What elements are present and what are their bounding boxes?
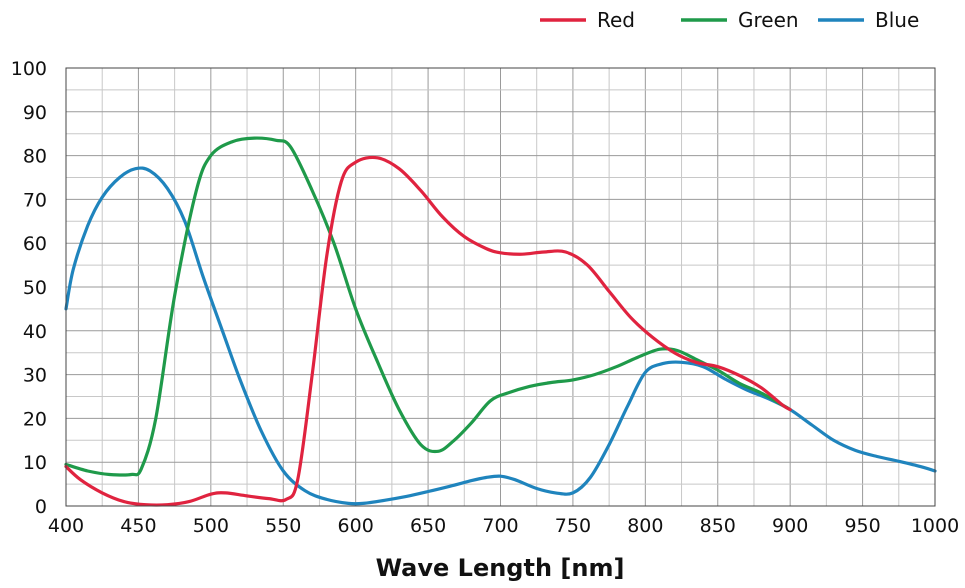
y-tick-label: 60 (23, 233, 47, 255)
x-tick-label: 900 (772, 515, 808, 537)
legend-label-blue: Blue (875, 8, 919, 32)
y-tick-label: 0 (35, 496, 47, 518)
legend-label-green: Green (738, 8, 799, 32)
x-tick-label: 450 (120, 515, 156, 537)
y-tick-label: 30 (23, 365, 47, 387)
x-tick-label: 650 (410, 515, 446, 537)
legend-label-red: Red (597, 8, 635, 32)
y-tick-label: 10 (23, 452, 47, 474)
x-tick-label: 600 (338, 515, 374, 537)
x-tick-label: 950 (844, 515, 880, 537)
x-axis-title: Wave Length [nm] (376, 554, 625, 582)
x-tick-label: 700 (482, 515, 518, 537)
y-tick-label: 70 (23, 189, 47, 211)
x-tick-label: 750 (555, 515, 591, 537)
legend: Red Green Blue (540, 8, 919, 32)
y-tick-label: 90 (23, 102, 47, 124)
y-tick-label: 50 (23, 277, 47, 299)
y-tick-label: 40 (23, 321, 47, 343)
x-tick-label: 550 (265, 515, 301, 537)
series-lines (64, 136, 937, 507)
series-line-green (64, 136, 792, 477)
x-tick-label: 400 (48, 515, 84, 537)
x-tick-label: 500 (193, 515, 229, 537)
grid (65, 67, 936, 507)
x-tick-label: 850 (700, 515, 736, 537)
x-tick-label: 1000 (911, 515, 959, 537)
y-tick-label: 100 (11, 58, 47, 80)
y-tick-label: 80 (23, 146, 47, 168)
y-tick-label: 20 (23, 408, 47, 430)
x-tick-label: 800 (627, 515, 663, 537)
series-line-red (64, 155, 792, 507)
tick-labels: 400 450 500 550 600 650 700 750 800 850 900 950 1000… (11, 58, 959, 537)
plot-frame (65, 67, 936, 507)
